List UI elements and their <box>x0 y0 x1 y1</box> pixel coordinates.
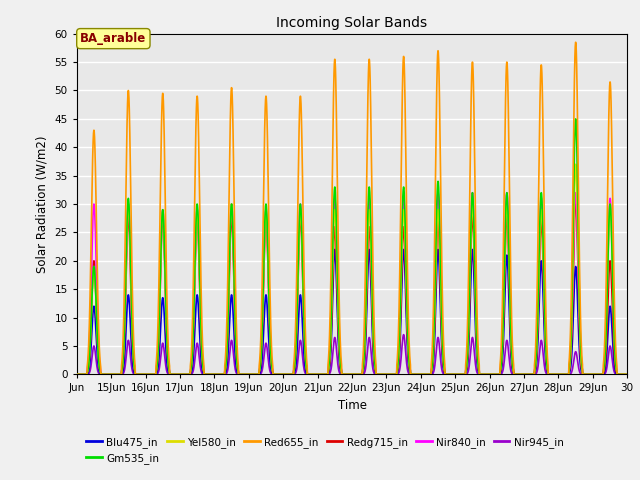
Legend: Blu475_in, Gm535_in, Yel580_in, Red655_in, Redg715_in, Nir840_in, Nir945_in: Blu475_in, Gm535_in, Yel580_in, Red655_i… <box>82 432 568 468</box>
X-axis label: Time: Time <box>337 399 367 412</box>
Y-axis label: Solar Radiation (W/m2): Solar Radiation (W/m2) <box>36 135 49 273</box>
Title: Incoming Solar Bands: Incoming Solar Bands <box>276 16 428 30</box>
Text: BA_arable: BA_arable <box>80 32 147 45</box>
